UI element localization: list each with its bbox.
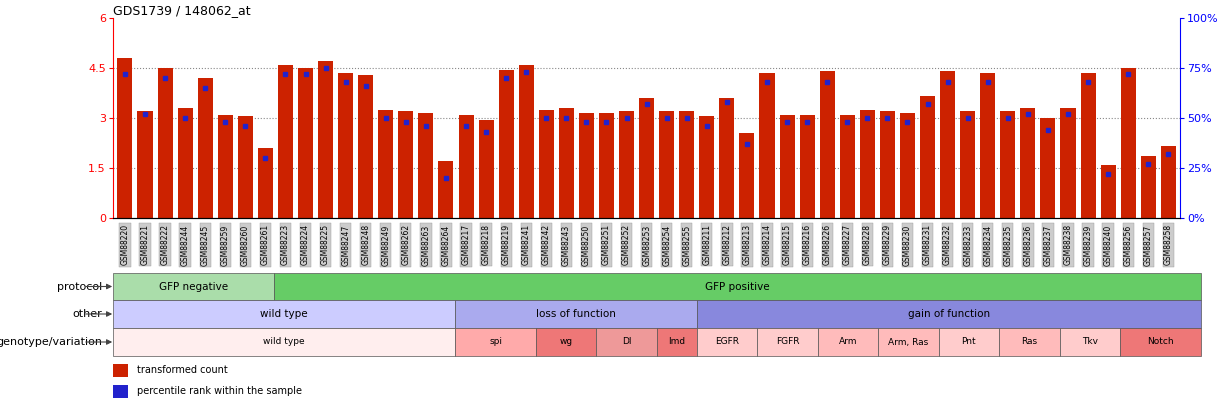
- Bar: [539, 110, 553, 218]
- Text: Ras: Ras: [1021, 337, 1037, 347]
- Bar: [137, 111, 152, 218]
- Bar: [455, 300, 697, 328]
- Bar: [358, 75, 373, 218]
- Bar: [113, 328, 455, 356]
- Bar: [418, 113, 433, 218]
- Bar: [238, 116, 253, 218]
- Text: transformed count: transformed count: [137, 365, 228, 375]
- Bar: [899, 113, 915, 218]
- Text: Tkv: Tkv: [1082, 337, 1098, 347]
- Bar: [620, 111, 634, 218]
- Bar: [113, 385, 128, 398]
- Bar: [498, 70, 514, 218]
- Text: wild type: wild type: [260, 309, 308, 319]
- Bar: [455, 328, 536, 356]
- Text: GFP negative: GFP negative: [158, 281, 228, 292]
- Bar: [800, 115, 815, 218]
- Bar: [680, 111, 694, 218]
- Bar: [178, 108, 193, 218]
- Bar: [1000, 111, 1015, 218]
- Bar: [1141, 156, 1156, 218]
- Text: GDS1739 / 148062_at: GDS1739 / 148062_at: [113, 4, 250, 17]
- Text: wg: wg: [560, 337, 573, 347]
- Text: Arm: Arm: [839, 337, 858, 347]
- Text: spi: spi: [490, 337, 502, 347]
- Bar: [217, 115, 233, 218]
- Bar: [274, 273, 1200, 300]
- Bar: [1161, 146, 1175, 218]
- Text: gain of function: gain of function: [908, 309, 990, 319]
- Bar: [1120, 328, 1200, 356]
- Bar: [1060, 108, 1076, 218]
- Text: genotype/variation: genotype/variation: [0, 337, 102, 347]
- Bar: [318, 61, 333, 218]
- Text: Imd: Imd: [669, 337, 686, 347]
- Bar: [757, 328, 818, 356]
- Bar: [113, 273, 274, 300]
- Bar: [880, 111, 894, 218]
- Bar: [779, 115, 795, 218]
- Text: Dl: Dl: [622, 337, 631, 347]
- Bar: [113, 300, 455, 328]
- Bar: [860, 110, 875, 218]
- Text: other: other: [72, 309, 102, 319]
- Bar: [339, 73, 353, 218]
- Bar: [459, 115, 474, 218]
- Bar: [740, 133, 755, 218]
- Bar: [659, 111, 674, 218]
- Text: protocol: protocol: [56, 281, 102, 292]
- Bar: [940, 71, 955, 218]
- Bar: [1120, 68, 1136, 218]
- Text: Pnt: Pnt: [962, 337, 977, 347]
- Bar: [118, 58, 133, 218]
- Bar: [1081, 73, 1096, 218]
- Bar: [157, 68, 173, 218]
- Bar: [939, 328, 999, 356]
- Bar: [980, 73, 995, 218]
- Bar: [198, 78, 212, 218]
- Bar: [1040, 118, 1055, 218]
- Bar: [113, 364, 128, 377]
- Bar: [258, 148, 272, 218]
- Text: loss of function: loss of function: [536, 309, 616, 319]
- Bar: [599, 113, 614, 218]
- Bar: [999, 328, 1060, 356]
- Bar: [596, 328, 656, 356]
- Bar: [961, 111, 975, 218]
- Bar: [920, 96, 935, 218]
- Bar: [579, 113, 594, 218]
- Bar: [1060, 328, 1120, 356]
- Bar: [639, 98, 654, 218]
- Bar: [699, 116, 714, 218]
- Bar: [536, 328, 596, 356]
- Bar: [1021, 108, 1036, 218]
- Text: Arm, Ras: Arm, Ras: [888, 337, 929, 347]
- Bar: [399, 111, 413, 218]
- Text: EGFR: EGFR: [715, 337, 739, 347]
- Text: percentile rank within the sample: percentile rank within the sample: [137, 386, 302, 396]
- Text: FGFR: FGFR: [775, 337, 799, 347]
- Bar: [839, 115, 855, 218]
- Text: Notch: Notch: [1147, 337, 1173, 347]
- Bar: [760, 73, 774, 218]
- Bar: [1101, 165, 1115, 218]
- Bar: [879, 328, 939, 356]
- Bar: [820, 71, 834, 218]
- Bar: [719, 98, 735, 218]
- Bar: [438, 161, 454, 218]
- Bar: [818, 328, 879, 356]
- Bar: [697, 328, 757, 356]
- Text: wild type: wild type: [264, 337, 304, 347]
- Bar: [558, 108, 574, 218]
- Bar: [298, 68, 313, 218]
- Bar: [697, 300, 1200, 328]
- Text: GFP positive: GFP positive: [706, 281, 769, 292]
- Bar: [519, 65, 534, 218]
- Bar: [378, 110, 394, 218]
- Bar: [279, 65, 293, 218]
- Bar: [479, 119, 493, 218]
- Bar: [656, 328, 697, 356]
